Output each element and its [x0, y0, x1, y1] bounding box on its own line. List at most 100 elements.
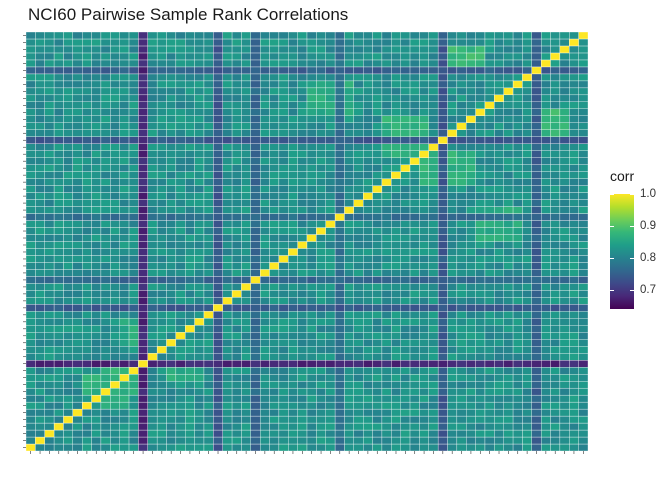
heatmap-cell — [35, 66, 45, 75]
heatmap-cell — [494, 150, 504, 158]
heatmap-cell — [334, 164, 345, 172]
heatmap-cell — [222, 255, 233, 263]
heatmap-cell — [363, 360, 373, 368]
heatmap-cell — [325, 143, 336, 151]
heatmap-cell — [559, 73, 570, 82]
heatmap-cell — [578, 164, 589, 172]
heatmap-cell — [241, 59, 251, 68]
legend-tick — [630, 225, 634, 227]
heatmap-cell — [259, 213, 270, 221]
heatmap-cell — [194, 220, 205, 228]
heatmap-cell — [35, 429, 45, 438]
heatmap-cell — [578, 332, 589, 340]
heatmap-cell — [91, 227, 102, 235]
heatmap-cell — [550, 87, 561, 96]
heatmap-cell — [559, 227, 570, 235]
heatmap-cell — [559, 38, 570, 47]
heatmap-cell — [494, 115, 504, 123]
heatmap-cell — [475, 387, 486, 396]
heatmap-cell — [437, 436, 448, 445]
heatmap-cell — [363, 401, 373, 410]
heatmap-cell — [82, 374, 92, 382]
heatmap-cell — [72, 283, 83, 291]
heatmap-cell — [522, 38, 532, 47]
heatmap-cell — [44, 422, 55, 431]
heatmap-cell — [72, 234, 83, 242]
heatmap-cell — [325, 311, 336, 319]
heatmap-cell — [231, 408, 242, 417]
heatmap-cell — [119, 367, 130, 375]
heatmap-cell — [569, 436, 579, 445]
heatmap-cell — [231, 220, 242, 228]
heatmap-cell — [334, 213, 345, 221]
heatmap-cell — [475, 220, 486, 228]
heatmap-cell — [531, 408, 542, 417]
heatmap-cell — [400, 422, 411, 431]
heatmap-cell — [428, 339, 439, 347]
heatmap-cell — [334, 157, 345, 165]
heatmap-cell — [175, 443, 186, 452]
heatmap-cell — [409, 255, 420, 263]
heatmap-cell — [44, 136, 55, 144]
heatmap-cell — [437, 45, 448, 54]
heatmap-cell — [128, 269, 139, 277]
heatmap-cell — [269, 394, 280, 403]
heatmap-cell — [156, 360, 167, 368]
heatmap-cell — [419, 52, 429, 61]
heatmap-cell — [381, 199, 392, 207]
heatmap-cell — [363, 408, 373, 417]
heatmap-cell — [100, 199, 111, 207]
heatmap-cell — [72, 136, 83, 144]
heatmap-cell — [269, 220, 280, 228]
heatmap-cell — [82, 80, 92, 89]
heatmap-cell — [72, 408, 83, 417]
heatmap-cell — [475, 346, 486, 354]
heatmap-cell — [522, 234, 532, 242]
heatmap-cell — [128, 45, 139, 54]
heatmap-cell — [138, 199, 148, 207]
heatmap-cell — [231, 45, 242, 54]
heatmap-cell — [419, 401, 429, 410]
heatmap-cell — [278, 157, 289, 165]
heatmap-cell — [100, 304, 111, 312]
heatmap-cell — [175, 401, 186, 410]
heatmap-cell — [288, 101, 298, 109]
heatmap-cell — [344, 150, 355, 158]
heatmap-cell — [559, 150, 570, 158]
heatmap-cell — [259, 171, 270, 179]
heatmap-cell — [297, 415, 308, 424]
heatmap-cell — [110, 408, 120, 417]
heatmap-cell — [185, 325, 195, 333]
heatmap-cell — [484, 276, 495, 284]
heatmap-cell — [353, 304, 364, 312]
heatmap-cell — [409, 129, 420, 137]
heatmap-cell — [540, 401, 551, 410]
heatmap-cell — [213, 401, 223, 410]
heatmap-cell — [306, 380, 317, 389]
heatmap-cell — [166, 213, 177, 221]
heatmap-cell — [419, 59, 429, 68]
heatmap-cell — [400, 276, 411, 284]
heatmap-cell — [391, 415, 401, 424]
heatmap-cell — [428, 304, 439, 312]
heatmap-cell — [363, 325, 373, 333]
heatmap-cell — [353, 443, 364, 452]
heatmap-cell — [484, 143, 495, 151]
heatmap-cell — [110, 367, 120, 375]
heatmap-cell — [353, 136, 364, 144]
heatmap-cell — [241, 429, 251, 438]
heatmap-cell — [147, 185, 158, 193]
heatmap-cell — [466, 150, 476, 158]
heatmap-cell — [428, 213, 439, 221]
heatmap-cell — [316, 332, 326, 340]
heatmap-cell — [203, 311, 214, 319]
heatmap-cell — [53, 374, 64, 382]
heatmap-cell — [550, 164, 561, 172]
heatmap-cell — [222, 436, 233, 445]
heatmap-cell — [503, 185, 514, 193]
heatmap-cell — [391, 87, 401, 96]
heatmap-cell — [409, 66, 420, 75]
heatmap-cell — [409, 318, 420, 326]
heatmap-cell — [494, 436, 504, 445]
heatmap-cell — [194, 353, 205, 361]
